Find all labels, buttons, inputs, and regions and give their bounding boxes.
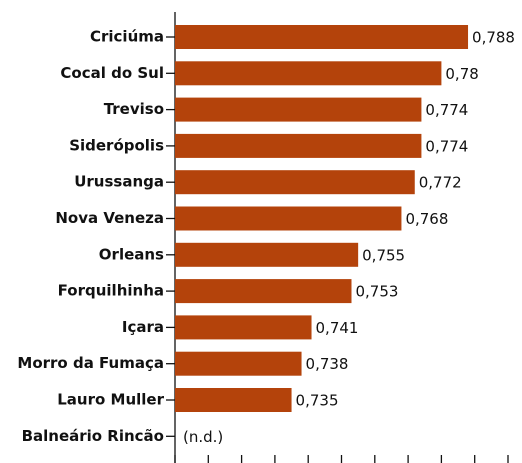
value-label: 0,772 bbox=[419, 174, 462, 192]
value-label: 0,774 bbox=[425, 137, 468, 155]
value-label: 0,741 bbox=[316, 319, 359, 337]
y-tick-label: Orleans bbox=[99, 245, 164, 263]
bar bbox=[175, 25, 469, 49]
bar bbox=[175, 315, 312, 340]
value-label: 0,735 bbox=[296, 392, 339, 410]
value-label: 0,738 bbox=[306, 355, 349, 373]
y-tick-label: Siderópolis bbox=[69, 136, 164, 154]
bar bbox=[175, 351, 302, 376]
y-tick-label: Morro da Fumaça bbox=[17, 354, 164, 372]
y-tick-label: Urussanga bbox=[74, 173, 164, 191]
value-label: 0,788 bbox=[472, 29, 515, 47]
value-label: 0,774 bbox=[425, 101, 468, 119]
value-label: 0,755 bbox=[362, 246, 405, 264]
value-label: (n.d.) bbox=[183, 428, 223, 446]
y-tick-label: Lauro Muller bbox=[57, 391, 164, 409]
value-label: 0,768 bbox=[405, 210, 448, 228]
value-label: 0,753 bbox=[355, 283, 398, 301]
bar bbox=[175, 279, 352, 304]
bar bbox=[175, 388, 292, 412]
bar bbox=[175, 206, 402, 231]
y-tick-label: Cocal do Sul bbox=[60, 64, 164, 82]
y-tick-label: Nova Veneza bbox=[55, 209, 164, 227]
bar bbox=[175, 133, 422, 158]
bar bbox=[175, 61, 442, 86]
bar bbox=[175, 97, 422, 122]
y-tick-label: Forquilhinha bbox=[58, 282, 164, 300]
y-tick-label: Criciúma bbox=[90, 28, 164, 46]
value-label: 0,78 bbox=[445, 65, 478, 83]
y-tick-label: Balneário Rincão bbox=[22, 427, 164, 445]
bar bbox=[175, 170, 415, 195]
bar bbox=[175, 242, 359, 267]
y-tick-label: Treviso bbox=[104, 100, 164, 118]
y-tick-label: Içara bbox=[122, 318, 164, 336]
